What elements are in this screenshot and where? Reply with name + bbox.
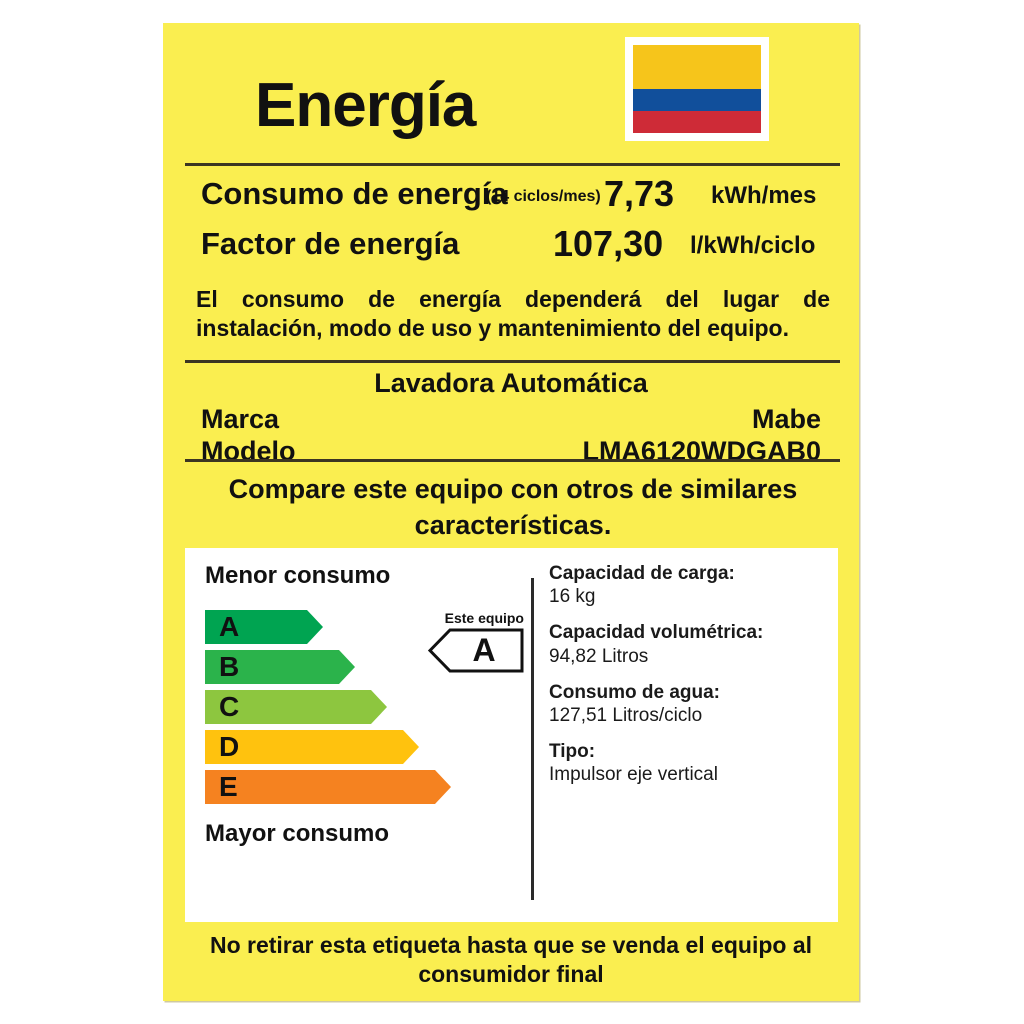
lowest-consumption-label: Menor consumo <box>205 562 391 589</box>
energy-class-bar-e: E <box>205 770 451 804</box>
flag-stripe-red <box>633 111 761 133</box>
specifications-list: Capacidad de carga: 16 kg Capacidad volumé… <box>549 562 819 799</box>
this-equipment-caption: Este equipo <box>444 610 524 626</box>
flag-stripe-yellow <box>633 45 761 89</box>
spec-label: Consumo de agua: <box>549 681 721 703</box>
divider-top <box>185 163 840 166</box>
spec-value: 94,82 Litros <box>549 645 649 667</box>
footer-notice: No retirar esta etiqueta hasta que se ve… <box>209 932 813 988</box>
energy-class-letter: B <box>219 651 240 682</box>
energy-factor-label: Factor de energía <box>201 226 460 261</box>
compare-text: Compare este equipo con otros de similar… <box>228 474 798 541</box>
energy-class-bar-c: C <box>205 690 387 724</box>
energy-consumption-value: 7,73 <box>604 173 675 214</box>
spec-item: Consumo de agua: 127,51 Litros/ciclo <box>549 681 819 727</box>
energy-factor-unit: l/kWh/ciclo <box>690 232 816 259</box>
energy-class-bar-a: A <box>205 610 323 644</box>
this-equipment-arrow-shape <box>428 628 524 673</box>
model-label: Modelo <box>201 436 296 466</box>
energy-consumption-sublabel: (14 ciclos/mes) <box>486 188 601 205</box>
spec-item: Capacidad de carga: 16 kg <box>549 562 819 608</box>
this-equipment-marker: Este equipo A <box>428 610 524 673</box>
brand-label: Marca <box>201 404 280 434</box>
brand-value: Mabe <box>751 404 821 434</box>
energy-class-letter: D <box>219 731 240 762</box>
energy-class-letter: C <box>219 691 240 722</box>
colombia-flag-icon <box>625 37 769 141</box>
energy-consumption-row: Consumo de energía (14 ciclos/mes) 7,73 … <box>163 173 859 224</box>
panel-separator <box>531 578 534 900</box>
this-equipment-class: A <box>472 632 496 668</box>
divider-product <box>185 360 840 363</box>
energy-factor-row: Factor de energía 107,30 l/kWh/ciclo <box>163 223 859 274</box>
energy-label: Energía Consumo de energía (14 ciclos/me… <box>163 23 859 1001</box>
this-equipment-badge: A <box>428 628 524 673</box>
divider-compare <box>185 459 840 462</box>
energy-class-letter: E <box>219 771 238 802</box>
flag-stripe-blue <box>633 89 761 111</box>
spec-item: Tipo: Impulsor eje vertical <box>549 740 819 786</box>
page-title: Energía <box>255 71 476 140</box>
consumption-note: El consumo de energía dependerá del luga… <box>196 286 830 341</box>
energy-class-bar-b: B <box>205 650 355 684</box>
highest-consumption-label: Mayor consumo <box>205 820 390 847</box>
spec-value: 127,51 Litros/ciclo <box>549 704 703 726</box>
energy-consumption-label: Consumo de energía <box>201 176 508 211</box>
spec-value: 16 kg <box>549 586 596 608</box>
spec-label: Capacidad volumétrica: <box>549 622 764 644</box>
spec-label: Tipo: <box>549 741 596 763</box>
energy-class-bar-d: D <box>205 730 419 764</box>
model-value: LMA6120WDGAB0 <box>582 436 821 466</box>
spec-value: Impulsor eje vertical <box>549 764 718 786</box>
appliance-type: Lavadora Automática <box>374 368 648 398</box>
spec-item: Capacidad volumétrica: 94,82 Litros <box>549 621 819 667</box>
spec-label: Capacidad de carga: <box>549 563 735 584</box>
label-header: Energía <box>163 23 859 153</box>
energy-class-letter: A <box>219 611 240 642</box>
energy-factor-value: 107,30 <box>553 223 664 264</box>
energy-consumption-unit: kWh/mes <box>711 182 817 209</box>
